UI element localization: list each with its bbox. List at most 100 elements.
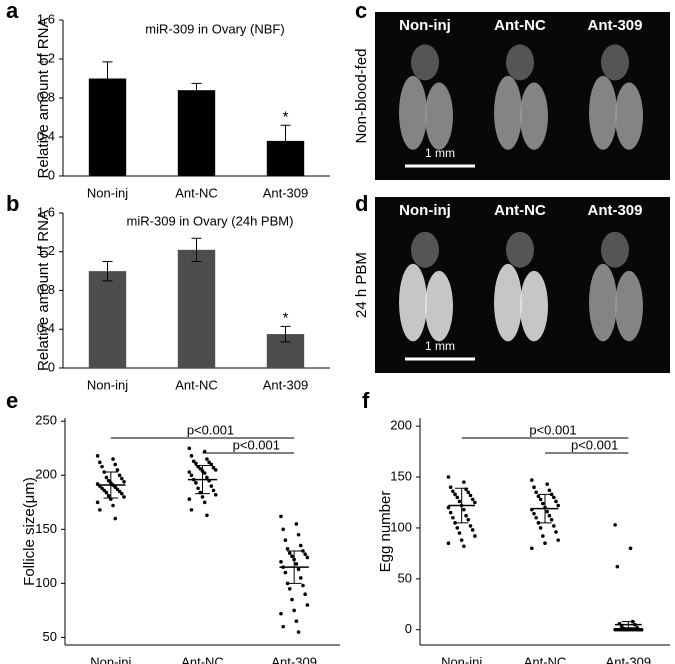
- data-point: [301, 583, 305, 588]
- data-point: [462, 480, 466, 484]
- ovary: [425, 82, 453, 150]
- data-point: [213, 468, 218, 472]
- y-axis-label: Follicle size(μm): [21, 477, 38, 586]
- data-point: [122, 479, 126, 484]
- y-tick-label: 0.4: [37, 321, 55, 336]
- data-point: [111, 457, 115, 461]
- data-point: [287, 586, 292, 591]
- error-bar: [280, 325, 291, 343]
- data-point: [615, 564, 620, 569]
- y-tick-label: 1.2: [37, 50, 55, 65]
- data-point: [95, 454, 100, 458]
- ovary: [425, 270, 453, 342]
- panel-label: c: [355, 0, 367, 23]
- data-point: [296, 532, 301, 537]
- data-point: [95, 500, 100, 505]
- data-point: [211, 465, 216, 470]
- data-point: [115, 468, 120, 472]
- data-point: [549, 517, 554, 522]
- data-point: [191, 459, 196, 464]
- data-point: [301, 549, 305, 553]
- data-point: [187, 497, 192, 501]
- y-tick-label: 0.8: [37, 282, 55, 297]
- y-tick-label: 150: [35, 521, 57, 536]
- y-tick-label: 1.2: [37, 243, 55, 258]
- data-point: [279, 514, 283, 519]
- scale-label: 1 mm: [425, 146, 455, 160]
- data-point: [530, 478, 534, 482]
- data-point: [209, 484, 214, 488]
- x-tick-label: Ant-NC: [181, 654, 224, 664]
- data-point: [187, 446, 192, 451]
- data-point: [279, 559, 283, 564]
- x-tick-label: Ant-309: [606, 654, 652, 664]
- data-point: [113, 462, 118, 467]
- data-point: [200, 495, 205, 499]
- data-point: [292, 608, 296, 613]
- data-point: [462, 544, 466, 549]
- data-point: [298, 576, 303, 580]
- data-point: [446, 505, 451, 510]
- data-point: [470, 497, 475, 502]
- y-tick-label: 200: [35, 467, 57, 482]
- data-point: [106, 478, 111, 483]
- bar: [177, 90, 216, 176]
- body: [601, 231, 629, 268]
- x-tick-label: Non-inj: [87, 377, 128, 392]
- panel-label: e: [6, 388, 18, 413]
- y-axis-label: Relative amount of RNA: [35, 18, 52, 179]
- data-point: [98, 460, 102, 465]
- data-point: [100, 464, 104, 469]
- sd-bar: [621, 621, 635, 629]
- data-point: [556, 503, 560, 508]
- data-point: [552, 524, 556, 528]
- sd-bar: [455, 487, 469, 524]
- data-point: [198, 467, 203, 471]
- data-point: [205, 475, 209, 480]
- data-point: [194, 481, 198, 485]
- y-tick-label: 0.4: [37, 128, 55, 143]
- data-point: [536, 494, 541, 499]
- y-tick-label: 1.6: [37, 204, 55, 219]
- ovary: [615, 82, 643, 150]
- data-point: [287, 551, 292, 555]
- sd-bar: [538, 493, 552, 524]
- chart-title: miR-309 in Ovary (NBF): [145, 21, 284, 36]
- body: [506, 231, 534, 268]
- data-point: [624, 627, 628, 632]
- sd-bar: [103, 471, 119, 499]
- data-point: [106, 494, 111, 498]
- data-point: [122, 495, 126, 499]
- chart-title: miR-309 in Ovary (24h PBM): [127, 213, 294, 228]
- comparison-label: p<0.001: [187, 422, 234, 437]
- data-point: [211, 488, 216, 493]
- y-axis-label: Relative amount of RNA: [35, 210, 52, 371]
- x-tick-label: Ant-NC: [175, 377, 218, 392]
- data-point: [189, 473, 194, 478]
- x-tick-label: Ant-NC: [175, 185, 218, 200]
- photo-label: Ant-NC: [494, 17, 546, 34]
- data-point: [455, 495, 460, 500]
- y-tick-label: 250: [35, 413, 57, 428]
- data-point: [120, 476, 124, 481]
- row-label: Non-blood-fed: [353, 48, 370, 143]
- data-point: [285, 546, 290, 551]
- data-point: [545, 509, 549, 514]
- photo-label: Non-inj: [399, 202, 451, 219]
- data-point: [202, 500, 207, 505]
- data-point: [556, 538, 560, 542]
- error-bar: [102, 61, 113, 96]
- data-point: [554, 530, 558, 534]
- y-axis-label: Egg number: [377, 491, 394, 573]
- data-point: [453, 492, 457, 497]
- body: [506, 44, 534, 81]
- data-point: [117, 473, 122, 478]
- data-point: [466, 517, 471, 522]
- data-point: [296, 630, 301, 634]
- ovary: [494, 263, 522, 342]
- data-point: [189, 454, 194, 458]
- data-point: [209, 462, 214, 467]
- ovary: [615, 270, 643, 342]
- photo-label: Ant-309: [587, 17, 642, 34]
- data-point: [207, 460, 211, 465]
